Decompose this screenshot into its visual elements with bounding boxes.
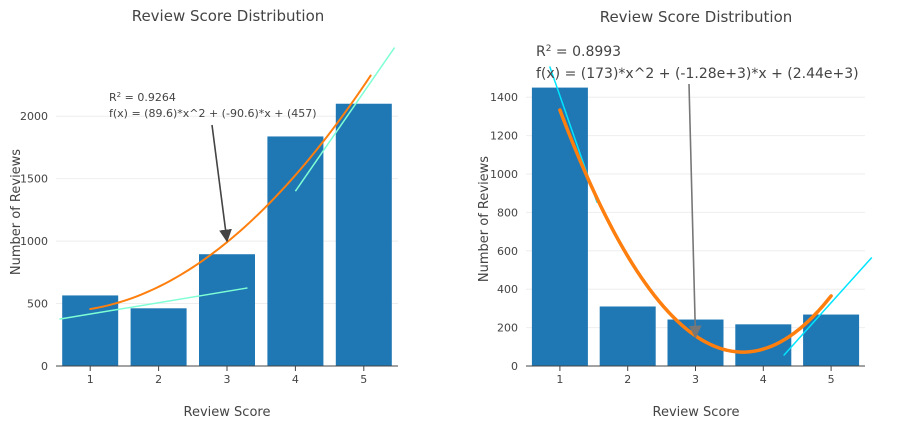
y-tick-label: 600 [497,245,518,258]
x-tick-label: 3 [692,373,699,386]
bar-5[interactable] [335,103,392,366]
bar-1[interactable] [62,295,119,366]
bar-1[interactable] [531,87,588,366]
chart-left-r2-label: R2 = 0.9264 [109,91,176,104]
chart-left: Review Score Distribution 1 2 3 4 5 0 500 1000… [9,7,398,420]
chart-right-x-ticks: 1 2 3 4 5 [556,366,835,386]
chart-right-annotation: R2 = 0.8993 f(x) = (173)*x^2 + (-1.28e+3… [536,44,859,339]
chart-right-r2-label: R2 = 0.8993 [536,44,621,60]
y-tick-label: 1500 [20,173,48,186]
chart-left-x-axis-label: Review Score [184,405,271,420]
chart-right: Review Score Distribution 1 2 3 4 5 0 200 400 6… [477,8,873,420]
chart-left-y-axis-label: Number of Reviews [9,149,24,275]
chart-right-title: Review Score Distribution [600,8,793,26]
x-tick-label: 1 [556,373,563,386]
x-tick-label: 1 [87,373,94,386]
chart-left-bars [62,103,392,366]
chart-right-lines [549,66,873,356]
x-tick-label: 2 [155,373,162,386]
y-tick-label: 1000 [20,235,48,248]
y-tick-label: 400 [497,283,518,296]
tangent-line-2 [783,257,873,356]
tangent-line-2 [294,47,396,192]
chart-left-annotation-arrow [211,124,232,243]
chart-right-y-axis-label: Number of Reviews [477,156,492,282]
y-tick-label: 800 [497,206,518,219]
chart-right-x-axis-label: Review Score [653,405,740,420]
y-tick-label: 2000 [20,110,48,123]
x-tick-label: 5 [360,373,367,386]
chart-right-y-ticks: 0 200 400 600 800 1000 1200 1400 [490,91,518,373]
x-tick-label: 3 [224,373,231,386]
tangent-line-1 [59,287,248,320]
y-tick-label: 1200 [490,130,518,143]
chart-left-x-ticks: 1 2 3 4 5 [87,366,367,386]
y-tick-label: 1400 [490,91,518,104]
x-tick-label: 2 [624,373,631,386]
chart-left-annotation: R2 = 0.9264 f(x) = (89.6)*x^2 + (-90.6)*… [109,91,317,243]
bar-5[interactable] [803,314,860,366]
chart-right-formula-label: f(x) = (173)*x^2 + (-1.28e+3)*x + (2.44e… [536,66,859,82]
chart-left-y-ticks: 0 500 1000 1500 2000 [20,110,48,373]
y-tick-label: 0 [41,360,48,373]
bar-2[interactable] [130,308,187,366]
x-tick-label: 4 [760,373,767,386]
chart-right-bars [531,87,860,366]
y-tick-label: 0 [511,360,518,373]
x-tick-label: 4 [292,373,299,386]
y-tick-label: 500 [27,298,48,311]
bar-3[interactable] [199,254,255,366]
chart-left-title: Review Score Distribution [132,7,325,25]
bar-4[interactable] [735,324,792,366]
bar-4[interactable] [267,136,324,366]
chart-left-formula-label: f(x) = (89.6)*x^2 + (-90.6)*x + (457) [109,107,317,120]
chart-right-annotation-arrow [688,83,702,339]
x-tick-label: 5 [828,373,835,386]
y-tick-label: 1000 [490,168,518,181]
bar-2[interactable] [599,306,656,366]
y-tick-label: 200 [497,322,518,335]
